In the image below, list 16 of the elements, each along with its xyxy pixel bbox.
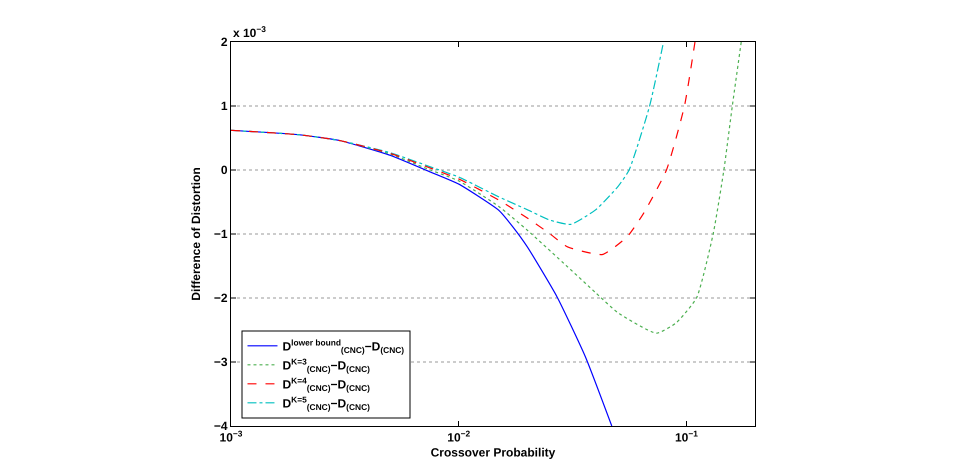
legend-label: D$^{K=3}$$_{(CNC)}$−D$_{(CNC)}$ — [282, 356, 370, 374]
text: x 10$^{−3}$ — [233, 24, 266, 40]
x-tick-label: 10$^{−2}$ — [447, 428, 471, 444]
y-tick-label: −1 — [214, 227, 228, 242]
legend-label: D$^{K=4}$$_{(CNC)}$−D$_{(CNC)}$ — [282, 375, 370, 394]
y-tick-label: −3 — [214, 355, 228, 370]
x-axis-title: Crossover Probability — [430, 445, 556, 460]
y-tick-label: −4 — [214, 419, 228, 434]
y-tick-label: 0 — [220, 163, 228, 178]
y-tick-label: −2 — [214, 291, 228, 306]
y-tick-label: 1 — [220, 99, 228, 114]
y-tick-label: 2 — [220, 35, 228, 50]
legend-label: D$^{K=5}$$_{(CNC)}$−D$_{(CNC)}$ — [282, 394, 370, 412]
legend-label: D$^{lower bound}$$_{(CNC)}$−D$_{(CNC)}$ — [282, 337, 404, 356]
y-axis-title: Difference of Distortion — [189, 167, 204, 301]
x-tick-label: 10$^{−1}$ — [674, 428, 698, 444]
